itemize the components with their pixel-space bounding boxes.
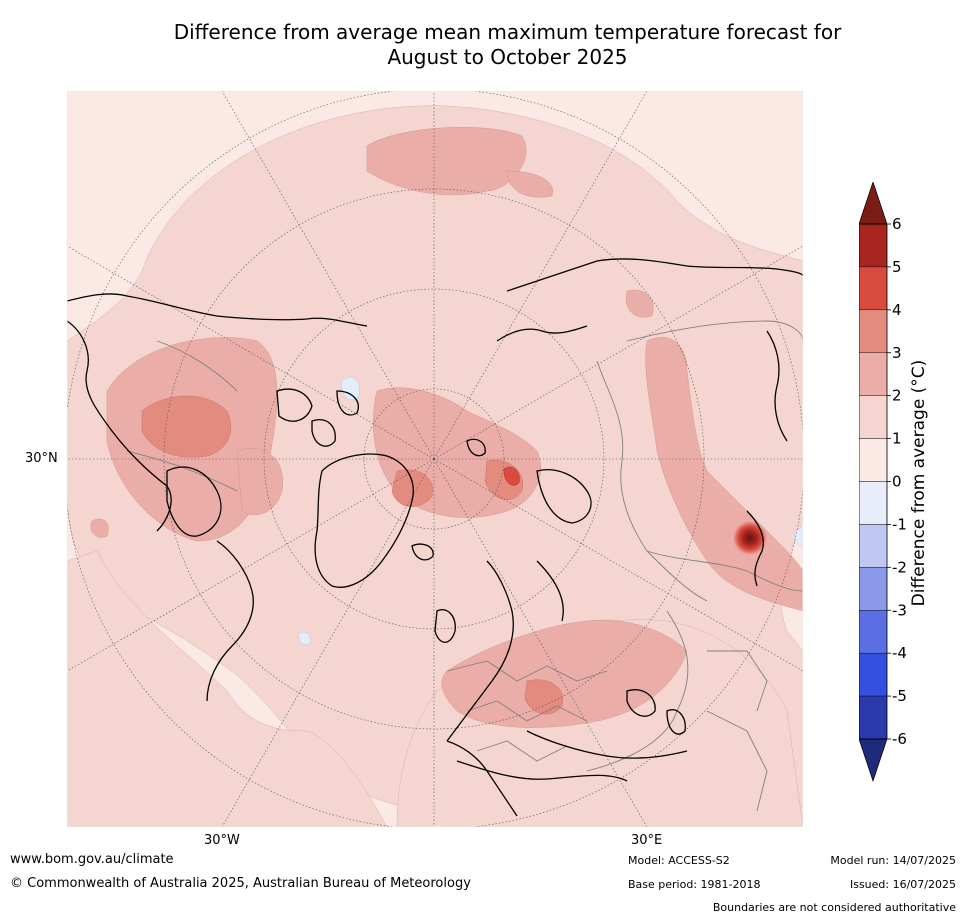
footer-issued: Issued: 16/07/2025 (849, 878, 956, 891)
footer-url[interactable]: www.bom.gov.au/climate (10, 852, 174, 867)
colorbar-tick-label: 3 (892, 344, 902, 362)
colorbar-bin (858, 481, 888, 525)
colorbar-under-arrow (858, 738, 888, 783)
colorbar-ticks: 6 5 4 3 2 1 0 -1 -2 -3 -4 -5 -6 (887, 215, 907, 748)
polar-map (67, 91, 803, 827)
title-line-2: August to October 2025 (387, 45, 628, 69)
footer-disclaimer: Boundaries are not considered authoritat… (712, 901, 956, 914)
colorbar-tick-label: 2 (892, 387, 902, 405)
colorbar-bin (858, 266, 888, 311)
colorbar-tick-label: 1 (892, 430, 902, 448)
colorbar-tick-label: -3 (892, 601, 907, 619)
colorbar-tick-label: 0 (892, 473, 902, 491)
colorbar-tick-label: 6 (892, 215, 902, 233)
colorbar-bin (858, 652, 888, 697)
footer-base-period: Base period: 1981-2018 (628, 878, 761, 891)
colorbar-svg: 6 5 4 3 2 1 0 -1 -2 -3 -4 -5 -6 (858, 180, 907, 783)
colorbar-bin (858, 695, 888, 740)
colorbar-tick-label: -2 (892, 558, 907, 576)
colorbar-tick-label: -6 (892, 730, 907, 748)
colorbar-tick-label: 5 (892, 258, 902, 276)
map-canvas (67, 91, 803, 827)
map-title: Difference from average mean maximum tem… (60, 20, 955, 70)
anomaly-negative-regions (298, 376, 803, 645)
colorbar-tick-label: -4 (892, 644, 907, 662)
colorbar-tick-label: 4 (892, 301, 902, 319)
graticule (67, 91, 803, 827)
footer-copyright: © Commonwealth of Australia 2025, Austra… (10, 876, 471, 891)
lon-label-30e: 30°E (631, 833, 663, 848)
colorbar-bin (858, 567, 888, 611)
colorbar-tick-label: -1 (892, 515, 907, 533)
colorbar-bin (858, 610, 888, 654)
colorbar-bin (858, 352, 888, 396)
colorbar: 6 5 4 3 2 1 0 -1 -2 -3 -4 -5 -6 (858, 180, 965, 783)
anomaly-4-5-regions (503, 466, 520, 486)
colorbar-bin (858, 524, 888, 568)
colorbar-bin (858, 438, 888, 482)
colorbar-bin (858, 309, 888, 353)
footer-model-run: Model run: 14/07/2025 (830, 854, 956, 867)
colorbar-bin (858, 395, 888, 439)
colorbar-over-arrow (858, 180, 888, 225)
colorbar-bins (858, 223, 888, 740)
title-line-1: Difference from average mean maximum tem… (173, 20, 842, 44)
anomaly-hotspot (733, 521, 767, 555)
colorbar-tick-label: -5 (892, 687, 907, 705)
lon-label-30w: 30°W (204, 833, 240, 848)
colorbar-bin (858, 223, 888, 268)
lat-label-30n: 30°N (25, 451, 58, 466)
footer-model: Model: ACCESS-S2 (628, 854, 730, 867)
colorbar-title: Difference from average (°C) (909, 359, 929, 607)
coastlines (67, 258, 803, 817)
